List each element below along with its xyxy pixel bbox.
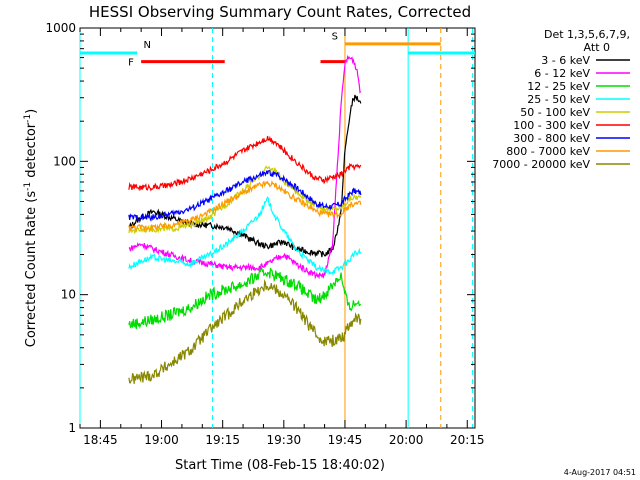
legend-entry-label: 12 - 25 keV bbox=[527, 80, 590, 93]
x-axis-label: Start Time (08-Feb-15 18:40:02) bbox=[175, 458, 385, 473]
plot-border bbox=[79, 27, 476, 429]
x-tick-label: 19:30 bbox=[267, 433, 302, 447]
y-tick-labels: 1 10 100 1000 bbox=[45, 21, 76, 435]
series-line bbox=[128, 196, 362, 277]
series-line bbox=[128, 169, 362, 222]
legend-entry-label: 7000 - 20000 keV bbox=[492, 158, 590, 171]
axes-layer bbox=[79, 27, 475, 429]
y-axis-label: Corrected Count Rate (s-1 detector-1) bbox=[23, 109, 39, 347]
x-tick-labels: 18:45 19:00 19:15 19:30 19:45 20:00 20:15 bbox=[83, 433, 484, 447]
y-tick-label: 1 bbox=[68, 421, 76, 435]
series-line bbox=[128, 165, 362, 235]
y-axis-label-main: Corrected Count Rate (s bbox=[24, 191, 39, 348]
x-tick-label: 19:45 bbox=[328, 433, 363, 447]
x-tick-label: 20:00 bbox=[389, 433, 424, 447]
x-tick-label: 19:00 bbox=[144, 433, 179, 447]
legend-entry-label: 300 - 800 keV bbox=[513, 132, 590, 145]
series-line bbox=[128, 180, 362, 232]
y-axis-label-sup1: -1 bbox=[23, 182, 33, 191]
y-axis-label-mid: detector bbox=[24, 122, 39, 182]
y-tick-label: 1000 bbox=[45, 21, 76, 35]
flag-label: N bbox=[144, 40, 151, 51]
y-tick-label: 10 bbox=[61, 288, 76, 302]
legend-entry-label: 800 - 7000 keV bbox=[506, 145, 590, 158]
x-tick-label: 20:15 bbox=[450, 433, 485, 447]
series-line bbox=[128, 94, 362, 258]
y-axis-label-end: ) bbox=[24, 109, 39, 114]
x-tick-label: 18:45 bbox=[83, 433, 118, 447]
legend-entry-label: 25 - 50 keV bbox=[527, 93, 590, 106]
legend-header-attenuator: Att 0 bbox=[584, 41, 610, 54]
y-axis-label-sup2: -1 bbox=[23, 114, 33, 123]
flag-label: F bbox=[128, 58, 134, 69]
x-tick-label: 19:15 bbox=[205, 433, 240, 447]
series-layer bbox=[128, 54, 362, 384]
series-line bbox=[128, 278, 362, 384]
legend-entry-label: 6 - 12 keV bbox=[534, 67, 590, 80]
legend-header-detectors: Det 1,3,5,6,7,9, bbox=[544, 28, 630, 41]
series-line bbox=[128, 54, 362, 280]
series-line bbox=[128, 135, 362, 192]
annotation-layer: NF S bbox=[79, 28, 475, 428]
y-tick-label: 100 bbox=[53, 154, 76, 168]
legend-entry-label: 100 - 300 keV bbox=[513, 119, 590, 132]
plot-frame bbox=[79, 27, 476, 429]
legend-entry-label: 3 - 6 keV bbox=[541, 54, 590, 67]
flag-label: S bbox=[332, 31, 338, 42]
timestamp: 4-Aug-2017 04:51 bbox=[564, 468, 636, 477]
legend-entry-label: 50 - 100 keV bbox=[520, 106, 590, 119]
series-line bbox=[128, 266, 362, 330]
chart-title: HESSI Observing Summary Count Rates, Cor… bbox=[89, 3, 471, 21]
